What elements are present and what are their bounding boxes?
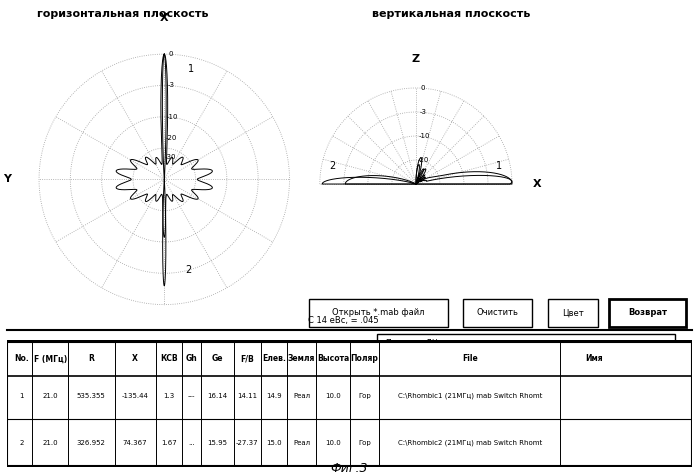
Text: X: X — [160, 13, 168, 23]
Text: 1: 1 — [188, 64, 194, 74]
Text: ...: ... — [188, 440, 194, 446]
Text: 1.67: 1.67 — [161, 440, 177, 446]
Text: -3: -3 — [168, 83, 175, 88]
Text: Имя: Имя — [585, 354, 603, 363]
Text: 2: 2 — [185, 265, 192, 275]
Text: -27.37: -27.37 — [236, 440, 259, 446]
Text: C:\Rhombic1 (21МГц) mab Switch Rhomt: C:\Rhombic1 (21МГц) mab Switch Rhomt — [398, 393, 542, 399]
Text: F/B: F/B — [240, 354, 254, 363]
Bar — [610, 299, 686, 327]
Text: Возврат: Возврат — [628, 308, 668, 317]
Text: горизонтальная плоскость: горизонтальная плоскость — [36, 8, 208, 18]
Text: 15.95: 15.95 — [208, 440, 227, 446]
Text: 0: 0 — [168, 51, 173, 57]
Text: Поляр: Поляр — [351, 354, 378, 363]
Text: Гор: Гор — [358, 393, 371, 399]
Text: 21.0: 21.0 — [43, 393, 58, 399]
Text: 535.355: 535.355 — [77, 393, 106, 399]
Bar — [310, 299, 448, 327]
Text: C H: C H — [482, 365, 495, 374]
Text: ---: --- — [187, 393, 195, 399]
Text: Открыть *.mab файл: Открыть *.mab файл — [333, 308, 425, 317]
Text: G Total: G Total — [559, 365, 585, 374]
Text: -10: -10 — [419, 133, 430, 139]
Text: 14.9: 14.9 — [266, 393, 282, 399]
Circle shape — [529, 368, 548, 371]
Text: -135.44: -135.44 — [122, 393, 148, 399]
Text: Гор: Гор — [358, 440, 371, 446]
Text: C 14 eBc, = .045: C 14 eBc, = .045 — [308, 316, 378, 325]
Text: 2: 2 — [19, 440, 24, 446]
Text: 2: 2 — [329, 161, 336, 171]
Text: No.: No. — [14, 354, 29, 363]
Text: C:\Rhombic2 (21МГц) mab Switch Rhomt: C:\Rhombic2 (21МГц) mab Switch Rhomt — [398, 440, 542, 447]
Text: -10: -10 — [166, 114, 178, 120]
Bar — [548, 299, 598, 327]
Text: Высота: Высота — [317, 354, 350, 363]
Text: 1: 1 — [496, 161, 503, 171]
Text: Gh: Gh — [185, 354, 197, 363]
Text: Реал: Реал — [293, 440, 310, 446]
Text: 21.0: 21.0 — [43, 440, 58, 446]
Text: F (МГц): F (МГц) — [34, 354, 67, 363]
Text: 74.367: 74.367 — [123, 440, 147, 446]
Text: Цвет: Цвет — [562, 308, 584, 317]
Text: Елев.: Елев. — [262, 354, 286, 363]
Text: -3: -3 — [419, 109, 426, 115]
Text: 15.0: 15.0 — [266, 440, 282, 446]
Text: C V: C V — [411, 365, 424, 374]
Text: Очистить: Очистить — [477, 308, 519, 317]
Text: -30: -30 — [165, 154, 177, 160]
Text: 326.952: 326.952 — [77, 440, 106, 446]
Text: C V+H: C V+H — [629, 365, 654, 374]
Text: 10.0: 10.0 — [325, 393, 341, 399]
Text: -20: -20 — [166, 135, 177, 141]
Text: вертикальная плоскость: вертикальная плоскость — [372, 8, 530, 18]
Text: 16.14: 16.14 — [207, 393, 227, 399]
Text: КСВ: КСВ — [160, 354, 178, 363]
Text: -20: -20 — [417, 157, 428, 163]
Text: Фиг.3: Фиг.3 — [331, 462, 368, 472]
Text: Земля: Земля — [288, 354, 315, 363]
Text: Z: Z — [412, 54, 420, 64]
Text: R: R — [88, 354, 94, 363]
Text: Ge: Ge — [212, 354, 223, 363]
Text: 14.11: 14.11 — [238, 393, 257, 399]
Text: X: X — [132, 354, 138, 363]
Text: Реал: Реал — [293, 393, 310, 399]
Text: 1.3: 1.3 — [163, 393, 174, 399]
Text: 1: 1 — [19, 393, 24, 399]
Text: Показать ДН для поляризации: Показать ДН для поляризации — [387, 339, 511, 348]
Text: Y: Y — [3, 174, 11, 185]
Text: 0: 0 — [421, 85, 426, 91]
Text: File: File — [462, 354, 477, 363]
Text: X: X — [533, 179, 542, 189]
Bar — [463, 299, 533, 327]
Text: 10.0: 10.0 — [325, 440, 341, 446]
